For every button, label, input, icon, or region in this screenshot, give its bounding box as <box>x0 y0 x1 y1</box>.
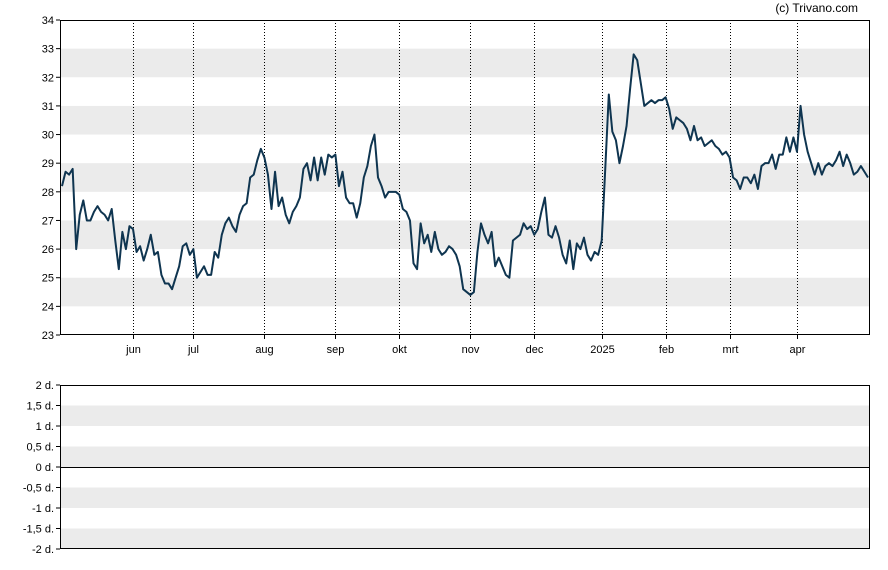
x-tick-label: apr <box>790 344 806 356</box>
x-tick-label: jun <box>125 344 141 356</box>
sub-chart-band <box>60 405 870 426</box>
sub-y-tick-label: 0 d. <box>36 462 54 474</box>
sub-chart-band <box>60 446 870 467</box>
y-tick-label: 26 <box>42 244 54 256</box>
main-chart-band <box>60 105 870 135</box>
main-chart-band <box>60 220 870 250</box>
y-tick-label: 29 <box>42 158 54 170</box>
x-tick-label: aug <box>255 344 273 356</box>
main-chart-frame <box>60 20 870 335</box>
x-tick-label: 2025 <box>590 344 614 356</box>
sub-chart-band <box>60 487 870 508</box>
x-tick-label: feb <box>659 344 674 356</box>
sub-y-tick-label: 1 d. <box>36 421 54 433</box>
sub-y-tick-label: -1 d. <box>32 503 54 515</box>
y-tick-label: 30 <box>42 130 54 142</box>
sub-chart-frame <box>56 384 870 550</box>
sub-chart-y-tick-labels: -2 d. -1,5 d. -1 d. -0,5 d. 0 d. 0,5 d. 1 d. 1,… <box>23 380 54 556</box>
sub-chart-bands <box>60 405 870 549</box>
x-tick-label: dec <box>526 344 544 356</box>
sub-y-tick-label: 2 d. <box>36 380 54 392</box>
main-chart-band <box>60 48 870 78</box>
main-chart-bands <box>60 48 870 307</box>
x-tick-label: okt <box>392 344 407 356</box>
x-tick-label: sep <box>327 344 345 356</box>
main-chart-gridlines <box>56 19 798 339</box>
y-tick-label: 32 <box>42 72 54 84</box>
price-series-line <box>61 53 869 296</box>
main-chart-y-tick-labels: 23 24 25 26 27 28 29 30 31 32 33 34 <box>42 15 54 342</box>
main-chart-band <box>60 163 870 192</box>
sub-chart-border <box>60 385 870 549</box>
x-tick-label: nov <box>462 344 480 356</box>
y-tick-label: 33 <box>42 44 54 56</box>
y-tick-label: 31 <box>42 101 54 113</box>
x-tick-label: mrt <box>723 344 739 356</box>
sub-y-tick-label: -1,5 d. <box>23 524 54 536</box>
main-chart-band <box>60 277 870 307</box>
sub-y-tick-label: 0,5 d. <box>26 442 54 454</box>
sub-y-tick-label: -0,5 d. <box>23 483 54 495</box>
sub-y-tick-label: -2 d. <box>32 544 54 556</box>
x-tick-label: jul <box>187 344 199 356</box>
y-tick-label: 28 <box>42 187 54 199</box>
main-chart-x-tick-labels: jun jul aug sep okt nov dec 2025 feb mrt apr <box>125 344 806 356</box>
y-tick-label: 24 <box>42 301 54 313</box>
main-chart-border <box>60 20 870 335</box>
sub-y-tick-label: 1,5 d. <box>26 401 54 413</box>
y-tick-label: 25 <box>42 273 54 285</box>
sub-chart-band <box>60 528 870 549</box>
main-chart-series <box>61 53 869 296</box>
credit-text: (c) Trivano.com <box>775 1 858 15</box>
y-tick-label: 27 <box>42 215 54 227</box>
y-tick-label: 23 <box>42 330 54 342</box>
y-tick-label: 34 <box>42 15 54 27</box>
